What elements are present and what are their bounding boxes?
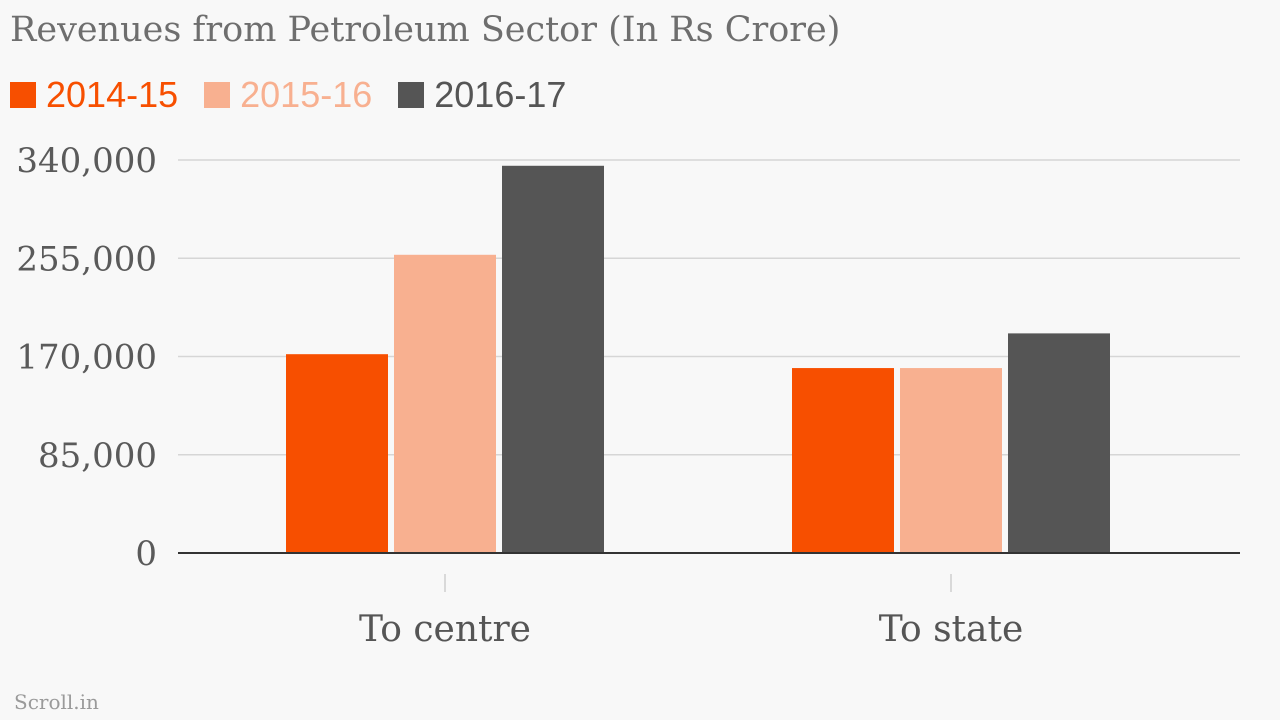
- y-tick-label: 170,000: [16, 338, 157, 378]
- bar: [286, 354, 388, 553]
- y-tick-label: 0: [135, 534, 157, 574]
- legend-swatch-2014-15: [10, 82, 36, 108]
- x-category-label: To centre: [359, 609, 531, 650]
- legend-label-2014-15: 2014-15: [46, 74, 179, 115]
- x-category-label: To state: [879, 609, 1024, 650]
- bar: [1008, 333, 1110, 553]
- legend-label-2015-16: 2015-16: [240, 74, 373, 115]
- y-tick-label: 340,000: [16, 141, 157, 181]
- legend-item-2015-16: 2015-16: [204, 74, 372, 116]
- y-tick-label: 255,000: [16, 239, 157, 279]
- legend: 2014-15 2015-16 2016-17: [10, 74, 592, 116]
- bar: [394, 254, 496, 553]
- bar: [900, 368, 1002, 553]
- legend-swatch-2015-16: [204, 82, 231, 108]
- legend-label-2016-17: 2016-17: [434, 74, 567, 115]
- chart-title: Revenues from Petroleum Sector (In Rs Cr…: [10, 10, 841, 50]
- bar: [792, 368, 894, 553]
- y-tick-label: 85,000: [38, 436, 157, 476]
- legend-item-2016-17: 2016-17: [398, 74, 566, 116]
- legend-item-2014-15: 2014-15: [10, 74, 178, 116]
- legend-swatch-2016-17: [398, 82, 425, 108]
- bar: [502, 165, 604, 553]
- source-credit: Scroll.in: [14, 690, 99, 714]
